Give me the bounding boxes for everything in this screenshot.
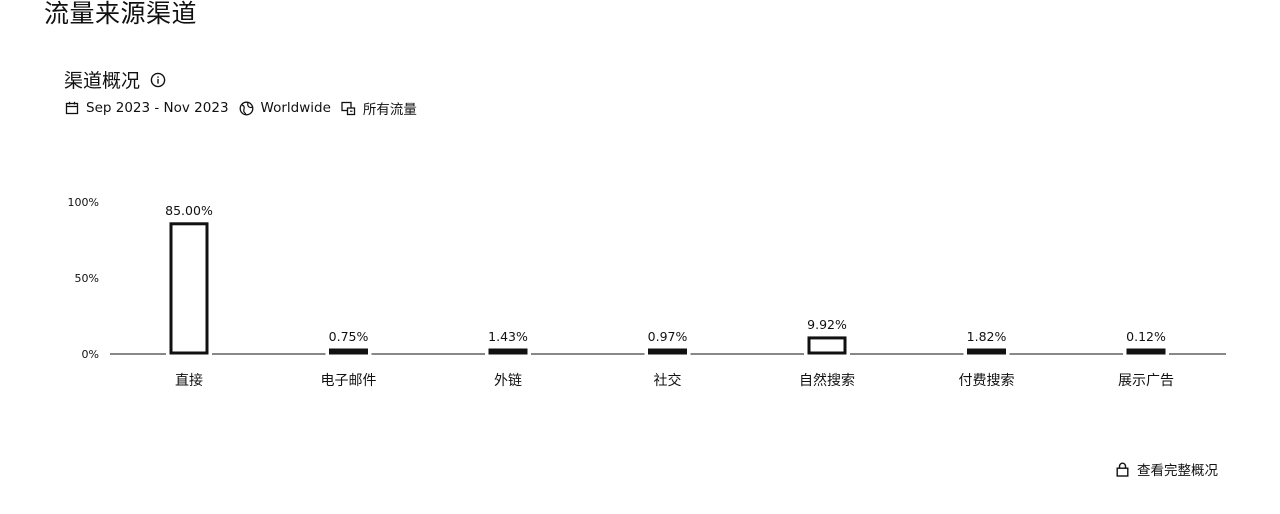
region-label: Worldwide [260, 100, 331, 116]
page-title: 流量来源渠道 [44, 0, 198, 28]
info-icon[interactable] [150, 72, 166, 88]
bar-5[interactable] [807, 336, 847, 355]
y-tick-label: 0% [82, 348, 99, 361]
chart-category-labels: 直接 电子邮件 外链 社交 自然搜索 付费搜索 展示广告 [175, 372, 1174, 389]
calendar-icon [65, 101, 79, 115]
category-label: 付费搜索 [959, 372, 1015, 389]
bar-2[interactable] [329, 348, 368, 355]
date-range-filter[interactable]: Sep 2023 - Nov 2023 [65, 100, 229, 116]
traffic-channel-bar-chart: 0% 50% 100% 85.00% 0.75% 1.43% 0.97% 9.92% 1.82… [68, 196, 1226, 389]
traffic-type-filter[interactable]: 所有流量 [341, 98, 417, 118]
category-label: 自然搜索 [799, 372, 855, 389]
lock-icon [1116, 462, 1129, 477]
bar-value-label: 1.43% [488, 329, 528, 344]
y-tick-label: 50% [75, 272, 99, 285]
bar-value-label: 0.12% [1126, 329, 1166, 344]
bar-value-label: 9.92% [807, 317, 847, 332]
bar-6[interactable] [967, 348, 1006, 355]
category-label: 外链 [494, 373, 522, 389]
bar-1[interactable] [169, 222, 209, 355]
category-label: 社交 [654, 372, 682, 389]
category-label: 电子邮件 [321, 373, 377, 389]
category-label: 直接 [175, 372, 203, 389]
section-title: 渠道概况 [64, 70, 141, 92]
category-label: 展示广告 [1118, 373, 1174, 389]
traffic-type-label: 所有流量 [362, 102, 417, 118]
section-header: 渠道概况 [64, 66, 166, 93]
y-tick-label: 100% [68, 196, 99, 209]
bar-value-label: 0.97% [648, 329, 688, 344]
chart-value-labels: 85.00% 0.75% 1.43% 0.97% 9.92% 1.82% 0.12% [165, 203, 1166, 344]
bar-7[interactable] [1126, 348, 1166, 355]
traffic-type-icon [341, 101, 356, 115]
region-filter[interactable]: Worldwide [239, 100, 331, 116]
view-full-overview-label: 查看完整概况 [1137, 463, 1218, 479]
globe-icon [239, 101, 253, 115]
chart-bars [169, 222, 1166, 355]
bar-4[interactable] [648, 348, 687, 355]
date-range-label: Sep 2023 - Nov 2023 [86, 100, 229, 116]
filter-bar: Sep 2023 - Nov 2023 Worldwide 所有流量 [65, 98, 421, 118]
bar-value-label: 85.00% [165, 203, 213, 218]
view-full-overview-link[interactable]: 查看完整概况 [1116, 459, 1218, 479]
bar-value-label: 0.75% [329, 329, 369, 344]
y-axis-labels: 0% 50% 100% [68, 196, 99, 361]
bar-3[interactable] [488, 348, 528, 355]
bar-value-label: 1.82% [967, 329, 1007, 344]
